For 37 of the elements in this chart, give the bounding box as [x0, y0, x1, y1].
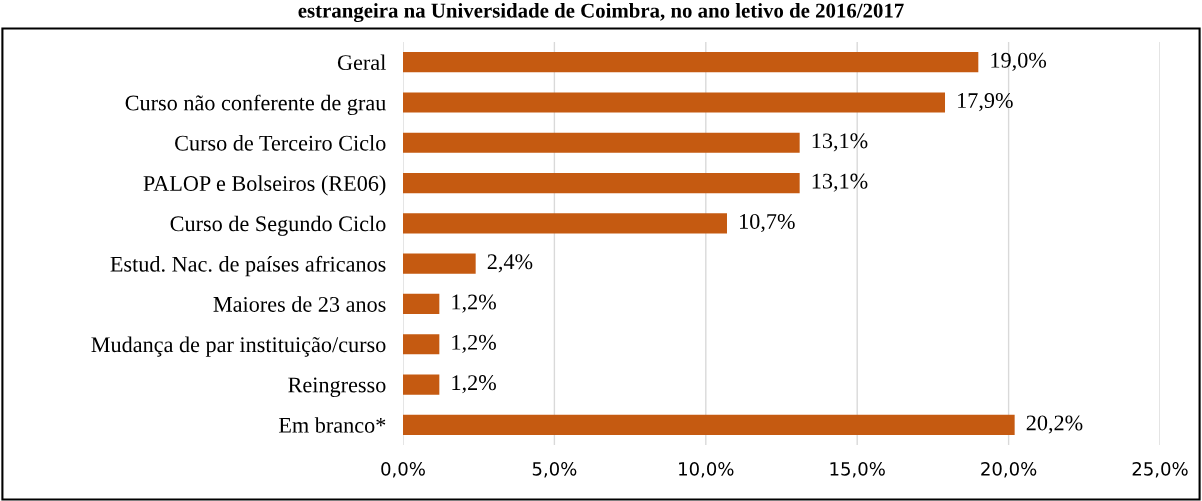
bar	[403, 334, 440, 355]
x-tick-label: 0,0%	[381, 461, 425, 478]
y-tick-label: Curso de Terceiro Ciclo	[175, 135, 386, 151]
bar	[403, 172, 800, 194]
data-label: 20,2%	[1026, 415, 1083, 434]
data-label: 17,9%	[958, 93, 1013, 112]
data-label: 13,1%	[812, 173, 868, 192]
chart-title: estrangeira na Universidade de Coimbra, no ano letivo de 2016/2017	[298, 3, 904, 23]
x-tick-label: 25,0%	[1132, 461, 1188, 478]
y-tick-label: Em branco*	[278, 417, 386, 433]
bar	[403, 92, 946, 113]
data-label: 1,2%	[452, 334, 496, 354]
y-tick-label: Estud. Nac. de países africanos	[110, 255, 386, 277]
bar	[403, 213, 727, 234]
bar	[403, 414, 1015, 435]
x-tick-label: 10,0%	[679, 461, 734, 478]
data-label: 1,2%	[452, 294, 496, 313]
x-tick-label: 20,0%	[981, 461, 1037, 478]
y-tick-label: Mudança de par instituição/curso	[91, 336, 386, 357]
y-tick-label: Curso de Segundo Ciclo	[170, 215, 386, 236]
bar	[403, 132, 800, 153]
data-label: 13,1%	[812, 133, 868, 152]
bar	[403, 253, 476, 274]
data-label: 19,0%	[991, 52, 1047, 71]
bar	[403, 52, 979, 73]
y-tick-label: Geral	[337, 54, 386, 71]
y-tick-label: PALOP e Bolseiros (RE06)	[143, 175, 386, 196]
bar	[403, 293, 440, 315]
y-tick-label: Reingresso	[288, 377, 386, 398]
data-label: 10,7%	[740, 213, 795, 233]
y-tick-label: Curso não conferente de grau	[125, 94, 386, 116]
data-label: 1,2%	[452, 375, 496, 394]
x-tick-label: 15,0%	[830, 461, 885, 478]
x-tick-label: 5,0%	[532, 461, 577, 478]
bar	[403, 374, 440, 395]
data-label: 2,4%	[487, 254, 533, 273]
y-tick-label: Maiores de 23 anos	[213, 296, 386, 312]
